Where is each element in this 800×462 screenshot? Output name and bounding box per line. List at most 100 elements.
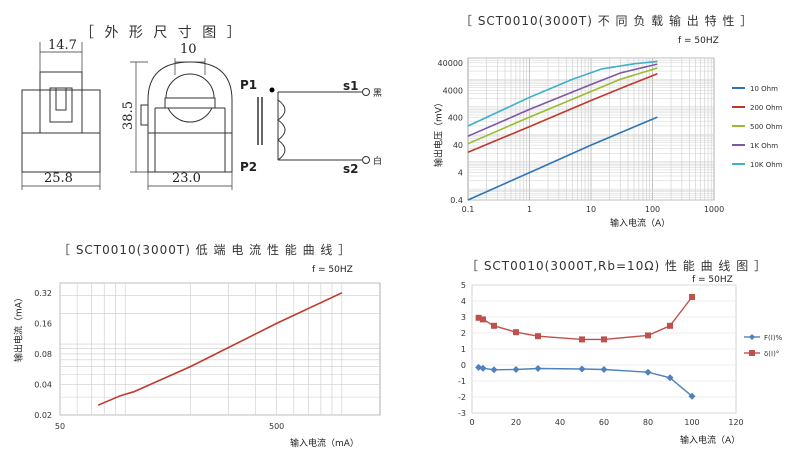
x-tick-label: 10: [586, 205, 596, 214]
data-point: [645, 332, 651, 339]
x-tick-label: 1: [527, 205, 532, 214]
y-tick-label: 40000: [438, 59, 463, 68]
data-point: [512, 365, 520, 373]
y-tick-label: -2: [458, 393, 466, 402]
series-line: [467, 60, 658, 127]
legend-label: 1K Ohm: [750, 142, 778, 150]
legend-label: F(I)%: [764, 334, 783, 342]
series-line: [478, 296, 693, 341]
data-point: [579, 336, 585, 343]
data-point: [578, 365, 586, 373]
y-tick-label: 4000: [443, 86, 463, 95]
chart-low-current-freq: f = 50HZ: [312, 265, 353, 275]
y-tick-label: 3: [461, 313, 466, 322]
data-point: [688, 392, 696, 400]
dimension-panel: ［ 外 形 尺 寸 图 ］: [0, 0, 400, 225]
chart-low-current: ［ SCT0010(3000T) 低 端 电 流 性 能 曲 线 ］ f = 5…: [0, 231, 400, 462]
x-tick-label: 120: [728, 418, 743, 427]
data-point: [491, 322, 497, 329]
label-s2-color: 白: [373, 157, 383, 167]
chart-low-current-svg: 50 500 0.02 0.04 0.08 0.16 0.32: [34, 282, 381, 431]
chart-performance-freq: f = 50HZ: [692, 275, 733, 285]
y-tick-label: 0.08: [34, 350, 52, 359]
data-point: [534, 365, 542, 373]
data-point: [480, 316, 486, 323]
data-point: [475, 363, 483, 371]
chart-performance-xlabel: 输入电流（A）: [680, 436, 741, 446]
chart-performance: ［ SCT0010(3000T,Rb=10Ω) 性 能 曲 线 图 ］ f = …: [400, 231, 800, 462]
y-tick-label: 0.02: [34, 411, 52, 420]
label-p1: P1: [240, 78, 258, 92]
chart-load-output-svg: 0.1 1 10 100 1000 0.4 4 40 400 4000 40000 10 Ohm 200…: [438, 57, 783, 214]
y-tick-label: 0.04: [34, 380, 52, 389]
x-tick-label: 0.1: [462, 205, 475, 214]
series-line: [467, 116, 658, 201]
data-point: [490, 366, 498, 374]
legend-label: 10 Ohm: [750, 85, 778, 93]
label-s1: s1: [343, 79, 359, 93]
chart-performance-title: ［ SCT0010(3000T,Rb=10Ω) 性 能 曲 线 图 ］: [466, 259, 768, 273]
x-tick-label: 500: [269, 422, 284, 431]
data-point: [475, 314, 482, 321]
chart-load-output-freq: f = 50HZ: [678, 36, 719, 46]
x-tick-label: 40: [555, 418, 565, 427]
label-p2: P2: [240, 160, 258, 174]
data-point: [666, 374, 674, 382]
chart-load-output-xlabel: 输入电流（A）: [610, 219, 671, 229]
legend-label: δ(I)°: [764, 350, 779, 358]
dim-width-top: 14.7: [48, 38, 77, 53]
data-point: [479, 364, 487, 372]
series-line: [467, 67, 658, 145]
data-point: [535, 333, 541, 340]
dim-width-left: 25.8: [44, 171, 73, 186]
legend-label: 10K Ohm: [750, 161, 783, 169]
data-point: [601, 336, 607, 343]
x-tick-label: 0: [469, 418, 474, 427]
dim-height: 38.5: [120, 101, 136, 130]
data-point: [689, 294, 695, 300]
dim-width-mid: 23.0: [172, 171, 201, 186]
legend-marker: [749, 350, 755, 356]
y-tick-label: 1: [461, 345, 466, 354]
legend-label: 500 Ohm: [750, 123, 783, 131]
y-tick-label: -3: [458, 409, 466, 418]
series-line: [467, 72, 658, 154]
dimension-title: ［ 外 形 尺 寸 图 ］: [80, 25, 244, 41]
dim-window: 10: [180, 42, 197, 57]
chart-low-current-ylabel: 输出电流（mA）: [14, 293, 25, 362]
chart-low-current-title: ［ SCT0010(3000T) 低 端 电 流 性 能 曲 线 ］: [58, 243, 352, 257]
x-tick-label: 60: [599, 418, 609, 427]
series-line: [478, 366, 693, 397]
label-s1-color: 黑: [373, 89, 383, 99]
x-tick-label: 80: [643, 418, 653, 427]
series-line: [467, 63, 658, 137]
y-tick-label: -1: [458, 377, 466, 386]
chart-load-output-title: ［ SCT0010(3000T) 不 同 负 载 输 出 特 性 ］: [460, 14, 754, 28]
chart-low-current-xlabel: 输入电流（mA）: [290, 439, 359, 449]
y-tick-label: 5: [461, 281, 466, 290]
x-tick-label: 20: [511, 418, 521, 427]
series-line: [97, 292, 343, 406]
legend-marker: [749, 334, 755, 340]
data-point: [600, 365, 608, 373]
x-tick-label: 50: [55, 422, 65, 431]
label-s2: s2: [343, 162, 359, 176]
chart-load-output-ylabel: 输出电压（mV）: [434, 98, 445, 167]
y-tick-label: 40: [453, 141, 463, 150]
x-tick-label: 100: [645, 205, 660, 214]
y-tick-label: 2: [461, 329, 466, 338]
data-point: [513, 329, 519, 336]
data-point: [667, 322, 673, 329]
y-tick-label: 0.16: [34, 319, 52, 328]
chart-performance-svg: -3 -2 -1 0 1 2 3 4 5 0 20 40 60 80 100 120 F(I)% δ(I)°: [458, 281, 783, 427]
y-tick-label: 0.32: [34, 289, 52, 298]
y-tick-label: 4: [461, 297, 466, 306]
y-tick-label: 0: [461, 361, 466, 370]
y-tick-label: 4: [458, 169, 463, 178]
dimension-drawing: [21, 42, 370, 190]
y-tick-label: 400: [448, 114, 463, 123]
legend-label: 200 Ohm: [750, 104, 783, 112]
x-tick-label: 100: [684, 418, 699, 427]
x-tick-label: 1000: [704, 205, 724, 214]
chart-load-output: ［ SCT0010(3000T) 不 同 负 载 输 出 特 性 ］ f = 5…: [400, 0, 800, 231]
